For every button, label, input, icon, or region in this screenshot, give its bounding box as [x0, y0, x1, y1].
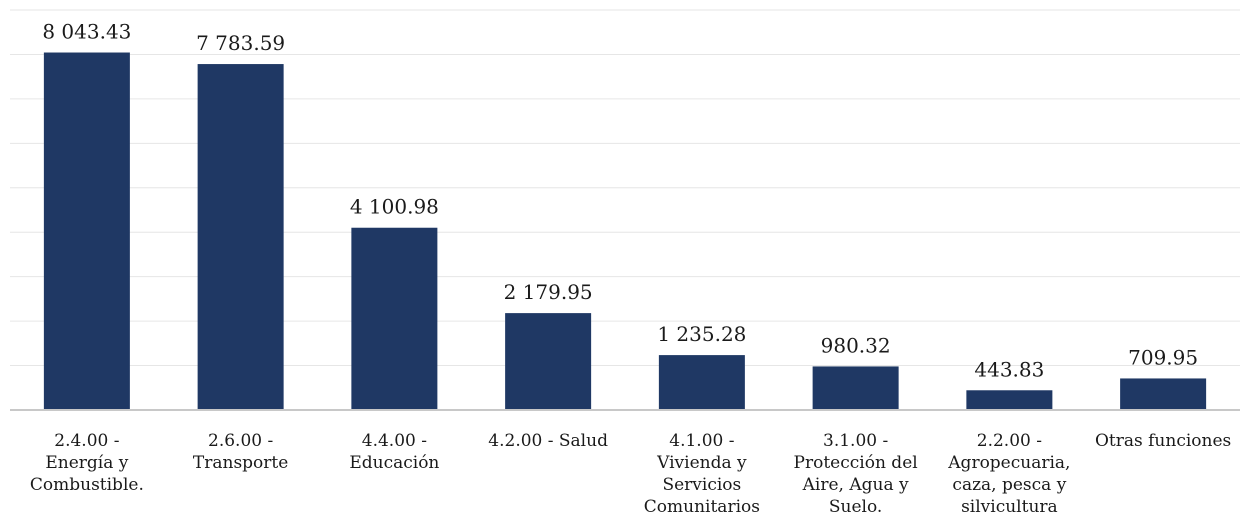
category-label-line: Transporte [193, 453, 288, 473]
category-label-line: Combustible. [30, 475, 144, 495]
bar [812, 366, 899, 410]
category-label-line: Otras funciones [1095, 431, 1231, 451]
value-labels: 8 043.43 7 783.59 4 100.98 2 179.95 1 235.28… [42, 20, 1198, 382]
category-label: Otras funciones [1095, 431, 1231, 451]
category-label: 2.2.00 -Agropecuaria, caza, pesca y silvic… [947, 431, 1070, 517]
value-label: 1 235.28 [657, 322, 746, 346]
value-label: 2 179.95 [504, 280, 593, 304]
category-label: 3.1.00 -Protección del Aire, Agua y Suelo. [794, 431, 918, 517]
category-label-line: Energía y [45, 453, 128, 473]
category-label-line: 4.1.00 - [669, 431, 734, 451]
bar [966, 390, 1053, 410]
category-label-line: Protección del [794, 453, 918, 473]
category-label-line: caza, pesca y [952, 475, 1066, 495]
category-label-line: Servicios [662, 475, 741, 495]
category-label-line: Aire, Agua y [802, 475, 909, 495]
category-label-line: Comunitarios [644, 497, 760, 517]
bar [1120, 378, 1207, 410]
value-label: 980.32 [821, 333, 891, 357]
category-label: 4.4.00 -Educación [349, 431, 439, 473]
category-label: 4.1.00 -Vivienda y Servicios Comunitarios [644, 431, 760, 517]
category-label: 2.6.00 -Transporte [193, 431, 288, 473]
bars [43, 52, 1207, 410]
category-label: 2.4.00 -Energía y Combustible. [30, 431, 144, 495]
category-label-line: 3.1.00 - [823, 431, 888, 451]
gridlines [10, 9, 1240, 367]
bar [197, 64, 284, 410]
bar [658, 355, 745, 410]
bar [505, 313, 592, 410]
bar [351, 227, 438, 410]
value-label: 4 100.98 [350, 195, 439, 219]
category-label-line: 4.2.00 - Salud [488, 431, 608, 451]
value-label: 8 043.43 [42, 20, 131, 44]
category-label-line: Suelo. [829, 497, 882, 517]
value-label: 7 783.59 [196, 31, 285, 55]
category-label-line: 2.6.00 - [208, 431, 273, 451]
category-label-line: silvicultura [961, 497, 1058, 517]
value-label: 443.83 [974, 357, 1044, 381]
category-label-line: Agropecuaria, [947, 453, 1070, 473]
category-label-line: 4.4.00 - [362, 431, 427, 451]
category-label-line: 2.4.00 - [54, 431, 119, 451]
value-label: 709.95 [1128, 345, 1198, 369]
category-label-line: Vivienda y [656, 453, 747, 473]
category-label-line: Educación [349, 453, 439, 473]
bar [43, 52, 130, 410]
category-label-line: 2.2.00 - [977, 431, 1042, 451]
category-labels: 2.4.00 -Energía y Combustible. 2.6.00 -Tra… [30, 431, 1231, 517]
category-label: 4.2.00 - Salud [488, 431, 608, 451]
